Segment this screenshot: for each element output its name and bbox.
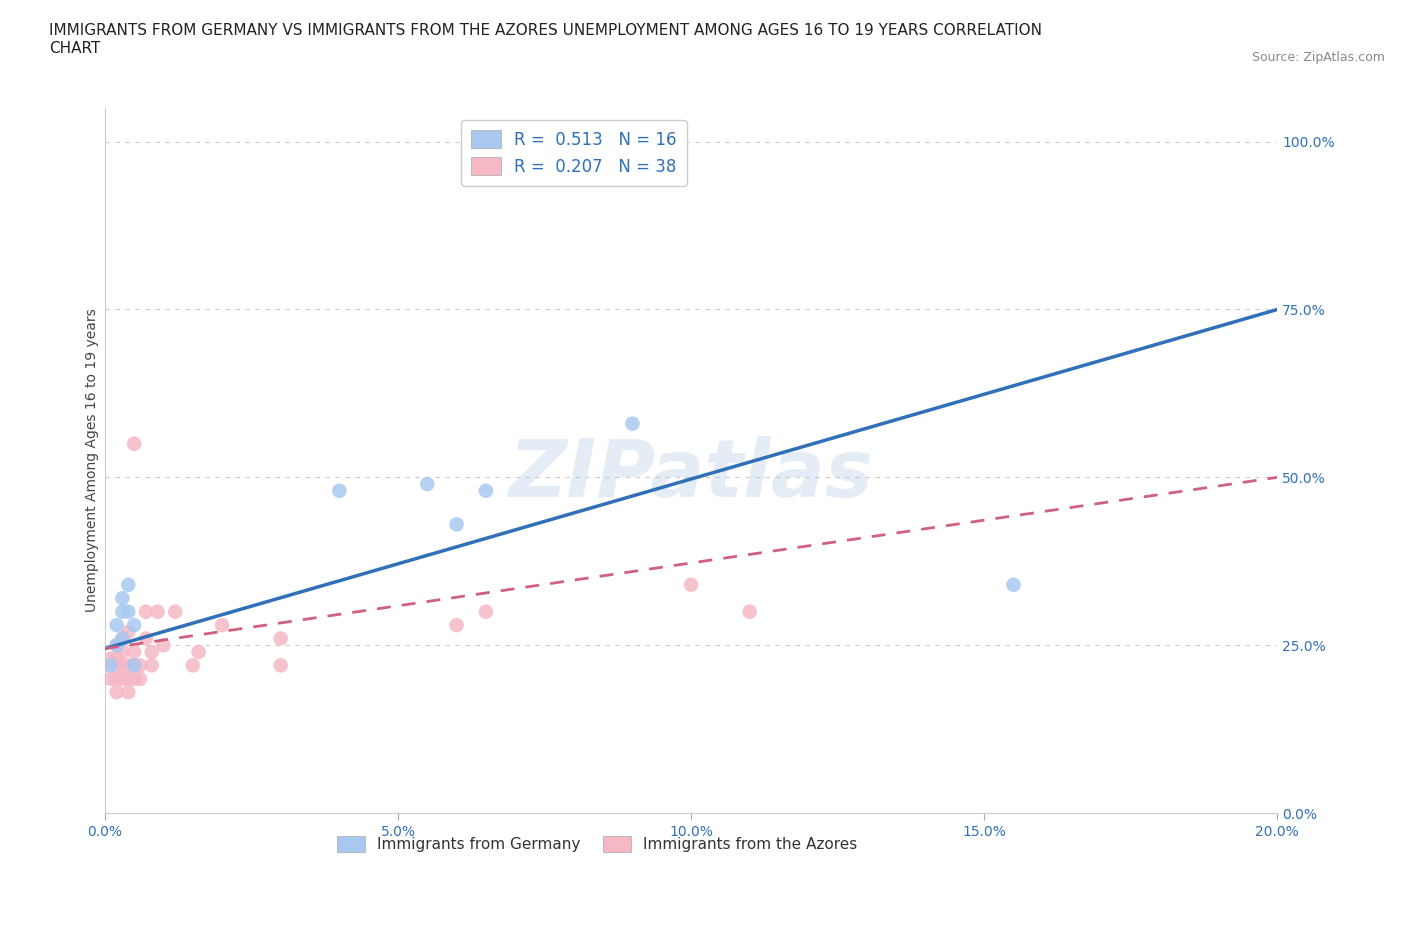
Point	[129, 671, 152, 686]
Point	[1002, 578, 1025, 592]
Point	[122, 671, 145, 686]
Point	[117, 578, 139, 592]
Point	[105, 618, 128, 632]
Legend: Immigrants from Germany, Immigrants from the Azores: Immigrants from Germany, Immigrants from…	[332, 830, 863, 858]
Point	[105, 671, 128, 686]
Point	[211, 618, 233, 632]
Point	[416, 477, 439, 492]
Point	[105, 684, 128, 699]
Point	[446, 517, 468, 532]
Point	[475, 484, 498, 498]
Point	[146, 604, 169, 619]
Point	[165, 604, 187, 619]
Point	[152, 638, 174, 653]
Text: ZIPatlas: ZIPatlas	[509, 435, 873, 513]
Point	[270, 658, 292, 672]
Point	[111, 591, 134, 605]
Point	[187, 644, 209, 659]
Point	[117, 624, 139, 639]
Point	[122, 644, 145, 659]
Point	[111, 658, 134, 672]
Point	[141, 644, 163, 659]
Point	[446, 618, 468, 632]
Point	[681, 578, 703, 592]
Point	[122, 436, 145, 451]
Point	[181, 658, 204, 672]
Point	[105, 651, 128, 666]
Point	[117, 684, 139, 699]
Point	[621, 417, 644, 432]
Point	[111, 671, 134, 686]
Point	[141, 658, 163, 672]
Text: Source: ZipAtlas.com: Source: ZipAtlas.com	[1251, 51, 1385, 64]
Point	[105, 638, 128, 653]
Point	[100, 658, 122, 672]
Point	[111, 604, 134, 619]
Point	[328, 484, 350, 498]
Point	[270, 631, 292, 646]
Point	[122, 618, 145, 632]
Point	[111, 631, 134, 646]
Point	[117, 671, 139, 686]
Point	[100, 658, 122, 672]
Point	[100, 651, 122, 666]
Point	[135, 604, 157, 619]
Point	[475, 604, 498, 619]
Point	[738, 604, 761, 619]
Point	[122, 658, 145, 672]
Y-axis label: Unemployment Among Ages 16 to 19 years: Unemployment Among Ages 16 to 19 years	[86, 309, 100, 613]
Point	[111, 644, 134, 659]
Point	[117, 658, 139, 672]
Text: IMMIGRANTS FROM GERMANY VS IMMIGRANTS FROM THE AZORES UNEMPLOYMENT AMONG AGES 16: IMMIGRANTS FROM GERMANY VS IMMIGRANTS FR…	[49, 23, 1042, 56]
Point	[117, 604, 139, 619]
Point	[105, 658, 128, 672]
Point	[105, 638, 128, 653]
Point	[135, 631, 157, 646]
Point	[122, 658, 145, 672]
Point	[129, 658, 152, 672]
Point	[100, 671, 122, 686]
Point	[111, 631, 134, 646]
